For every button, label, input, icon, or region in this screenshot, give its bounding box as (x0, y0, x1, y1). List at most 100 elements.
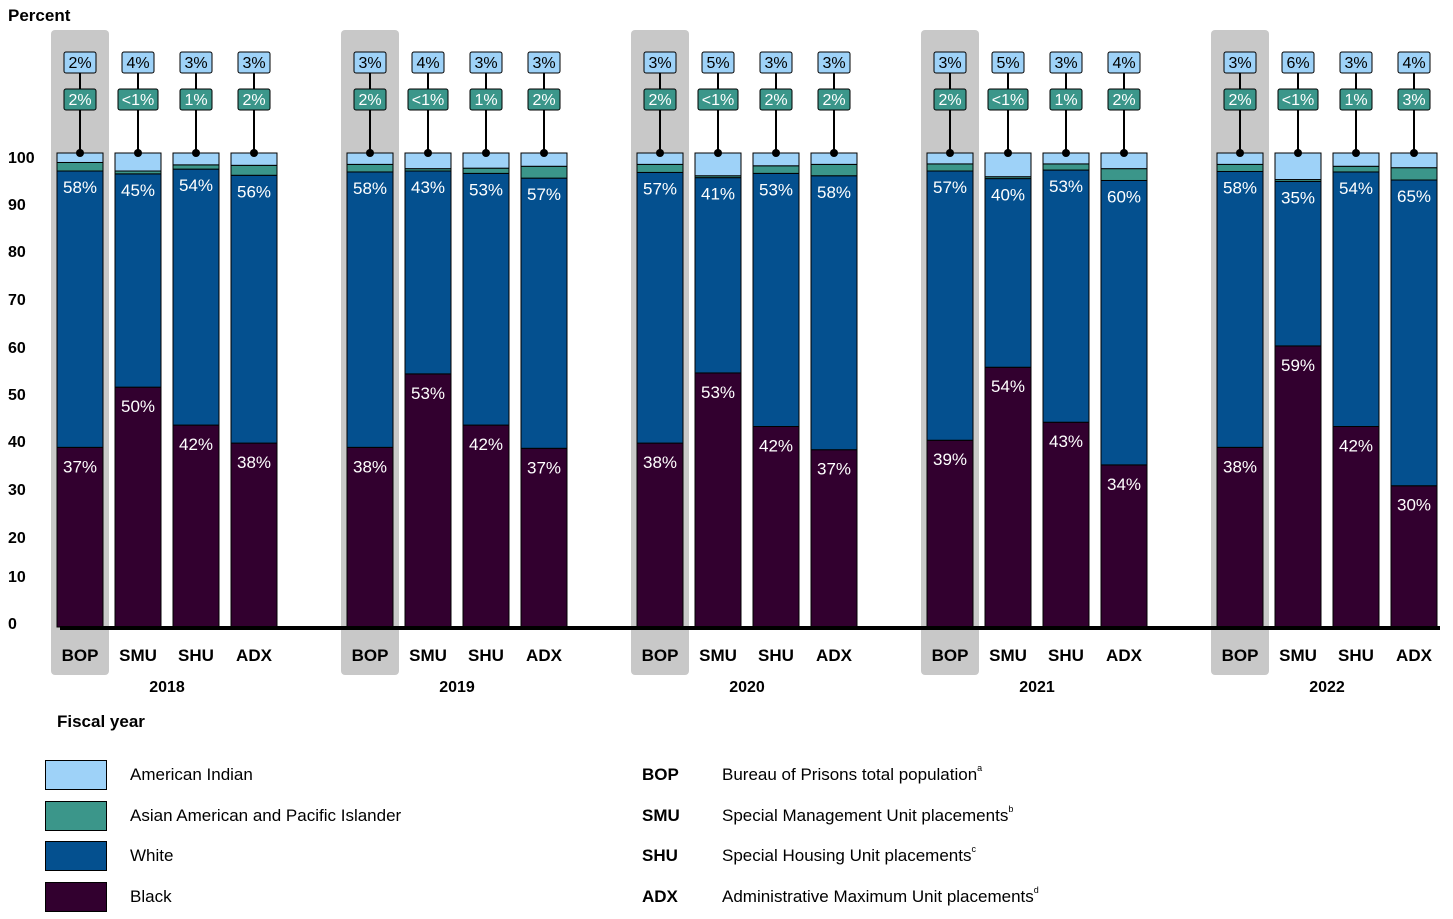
bar-segment-2022-smu-american-indian (1274, 152, 1322, 181)
callout-label-aapi-2020-shu: 2% (764, 92, 787, 109)
data-label-white-2021-bop: 57% (933, 178, 967, 197)
callout-label-american-indian-2022-smu: 6% (1286, 55, 1309, 72)
x-year-label-2021: 2021 (1019, 679, 1055, 696)
x-category-label-2022-adx: ADX (1396, 646, 1433, 665)
x-axis-title: Fiscal year (57, 712, 145, 731)
data-label-white-2022-shu: 54% (1339, 179, 1373, 198)
callout-label-aapi-2021-shu: 1% (1054, 92, 1077, 109)
callout-label-aapi-2020-adx: 2% (822, 92, 845, 109)
legend-label-asian-american-pacific-islander: Asian American and Pacific Islander (130, 806, 402, 825)
callout-label-american-indian-2019-smu: 4% (416, 55, 439, 72)
callout-dot (1004, 149, 1012, 157)
x-category-label-2018-bop: BOP (62, 646, 99, 665)
callout-label-aapi-2019-smu: <1% (412, 92, 444, 109)
callout-dot (1062, 149, 1070, 157)
y-tick-label: 80 (8, 244, 26, 261)
bar-segment-2019-shu-aapi (462, 167, 510, 174)
y-tick-label: 30 (8, 482, 26, 499)
callout-box-american-indian (179, 51, 213, 74)
x-category-label-2021-adx: ADX (1106, 646, 1143, 665)
callout-box-aapi (987, 88, 1029, 111)
bar-segment-2022-smu-black (1274, 345, 1322, 628)
callout-box-american-indian (527, 51, 561, 74)
legend-swatch-black (45, 882, 107, 912)
data-label-white-2022-bop: 58% (1223, 178, 1257, 197)
data-label-white-2019-adx: 57% (527, 185, 561, 204)
callout-box-aapi (1107, 88, 1141, 111)
data-label-black-2020-bop: 38% (643, 453, 677, 472)
bar-segment-2021-shu-white (1042, 169, 1090, 423)
x-category-label-2020-shu: SHU (758, 646, 794, 665)
y-tick-label: 40 (8, 434, 26, 451)
data-label-black-2020-smu: 53% (701, 383, 735, 402)
x-category-label-2019-adx: ADX (526, 646, 563, 665)
y-tick-label: 70 (8, 292, 26, 309)
bar-segment-2022-adx-white (1390, 179, 1438, 487)
callout-box-american-indian (1397, 51, 1431, 74)
callout-box-american-indian (469, 51, 503, 74)
bar-segment-2021-shu-black (1042, 421, 1090, 628)
callout-dot (1236, 149, 1244, 157)
bar-segment-2022-shu-black (1332, 425, 1380, 628)
bar-segment-2021-smu-white (984, 178, 1032, 368)
y-tick-label: 90 (8, 197, 26, 214)
callout-label-aapi-2022-bop: 2% (1228, 92, 1251, 109)
bar-segment-2020-shu-white (752, 172, 800, 427)
callout-box-aapi (817, 88, 851, 111)
x-year-label-2022: 2022 (1309, 679, 1345, 696)
callout-box-american-indian (1339, 51, 1373, 74)
callout-label-american-indian-2021-adx: 4% (1112, 55, 1135, 72)
bar-segment-2019-bop-aapi (346, 163, 394, 173)
data-label-black-2018-adx: 38% (237, 453, 271, 472)
bar-segment-2022-shu-white (1332, 171, 1380, 427)
bar-segment-2019-shu-black (462, 424, 510, 628)
callout-dot (656, 149, 664, 157)
callout-label-american-indian-2020-bop: 3% (648, 55, 671, 72)
callout-dot (482, 149, 490, 157)
data-label-black-2019-shu: 42% (469, 435, 503, 454)
bar-segment-2022-smu-white (1274, 180, 1322, 347)
callout-label-american-indian-2018-adx: 3% (242, 55, 265, 72)
bar-segment-2022-adx-aapi (1390, 167, 1438, 181)
callout-label-aapi-2018-adx: 2% (242, 92, 265, 109)
data-label-black-2018-bop: 37% (63, 457, 97, 476)
data-label-white-2022-adx: 65% (1397, 187, 1431, 206)
x-category-label-2022-bop: BOP (1222, 646, 1259, 665)
x-category-label-2021-smu: SMU (989, 646, 1027, 665)
bar-segment-2021-bop-white (926, 170, 974, 441)
abbr-desc-smu: Special Management Unit placementsb (722, 804, 1014, 825)
bar-segment-2021-shu-aapi (1042, 163, 1090, 171)
callout-label-american-indian-2019-shu: 3% (474, 55, 497, 72)
footnote-marker-b: b (1008, 804, 1014, 814)
data-label-black-2021-bop: 39% (933, 450, 967, 469)
callout-label-aapi-2019-adx: 2% (532, 92, 555, 109)
callout-box-american-indian (759, 51, 793, 74)
callout-box-aapi (759, 88, 793, 111)
callout-box-aapi (1339, 88, 1373, 111)
callout-box-american-indian (1049, 51, 1083, 74)
bar-segment-2018-bop-aapi (56, 161, 104, 172)
bar-segment-2022-bop-aapi (1216, 163, 1264, 172)
y-tick-label: 0 (8, 616, 17, 633)
callout-label-american-indian-2018-smu: 4% (126, 55, 149, 72)
callout-dot (76, 149, 84, 157)
callout-dot (1410, 149, 1418, 157)
bar-segment-2020-smu-black (694, 372, 742, 628)
data-label-white-2021-smu: 40% (991, 186, 1025, 205)
callout-box-aapi (527, 88, 561, 111)
callout-box-aapi (469, 88, 503, 111)
bar-segment-2018-smu-white (114, 173, 162, 388)
x-category-label-2020-bop: BOP (642, 646, 679, 665)
data-label-black-2019-adx: 37% (527, 458, 561, 477)
x-year-label-2018: 2018 (149, 679, 185, 696)
x-category-label-2019-smu: SMU (409, 646, 447, 665)
callout-dot (540, 149, 548, 157)
legend-label-white: White (130, 846, 174, 865)
callout-label-american-indian-2018-shu: 3% (184, 55, 207, 72)
x-category-label-2018-adx: ADX (236, 646, 273, 665)
callout-dot (714, 149, 722, 157)
bar-segment-2020-shu-aapi (752, 165, 800, 174)
callout-box-aapi (643, 88, 677, 111)
callout-box-aapi (1049, 88, 1083, 111)
callout-box-aapi (1223, 88, 1257, 111)
